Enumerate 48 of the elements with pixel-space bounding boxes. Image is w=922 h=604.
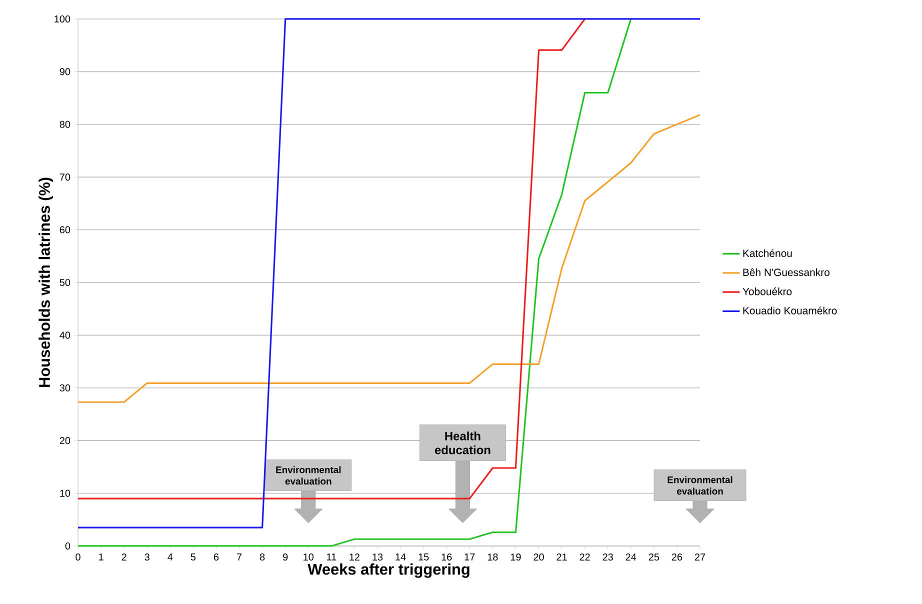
- x-tick-label: 6: [214, 554, 219, 561]
- x-tick-label: 27: [694, 554, 706, 560]
- legend-label: Yobouékro: [742, 287, 792, 296]
- x-tick-label: 11: [327, 554, 336, 560]
- x-tick-label: 0: [76, 554, 80, 561]
- x-tick-label: 17: [464, 554, 475, 560]
- x-tick-label: 1: [99, 554, 104, 560]
- legend-label: Bêh N'Guessankro: [743, 268, 830, 276]
- y-axis-title: Households with latrines (%): [38, 178, 54, 387]
- y-tick-label: 80: [60, 120, 70, 128]
- x-tick-label: 2: [122, 554, 126, 560]
- x-tick-label: 22: [580, 554, 590, 560]
- y-tick-label: 40: [60, 332, 70, 339]
- y-tick-label: 20: [60, 437, 70, 444]
- annotation: Health education: [434, 432, 490, 454]
- x-tick-label: 23: [602, 554, 613, 561]
- x-tick-label: 26: [672, 554, 682, 561]
- x-tick-label: 20: [534, 554, 544, 561]
- y-tick-label: 90: [60, 68, 70, 76]
- y-tick-label: 0: [65, 542, 70, 550]
- x-tick-label: 25: [648, 554, 660, 561]
- legend-label: Katchénou: [743, 249, 792, 258]
- x-tick-label: 13: [372, 554, 383, 561]
- x-tick-label: 8: [260, 554, 265, 561]
- x-tick-label: 3: [144, 554, 150, 561]
- annotation: Environmental evaluation: [276, 466, 341, 485]
- x-axis-title: Weeks after triggering: [308, 563, 470, 578]
- y-tick-label: 50: [60, 278, 70, 286]
- x-tick-label: 16: [442, 554, 452, 561]
- x-tick-label: 21: [556, 554, 567, 560]
- x-tick-label: 4: [168, 554, 173, 560]
- x-tick-label: 9: [283, 554, 288, 561]
- y-tick-label: 70: [60, 174, 70, 181]
- x-tick-label: 14: [396, 554, 406, 560]
- y-tick-label: 60: [60, 226, 70, 234]
- legend-label: Kouadio Kouamékro: [743, 306, 837, 314]
- x-tick-label: 10: [304, 554, 314, 561]
- x-tick-label: 7: [237, 554, 242, 560]
- y-tick-label: 10: [60, 490, 70, 497]
- y-tick-label: 30: [60, 384, 70, 392]
- annotation: Environmental evaluation: [668, 476, 732, 495]
- x-tick-label: 24: [626, 554, 636, 560]
- x-tick-label: 19: [510, 554, 521, 561]
- y-tick-label: 100: [54, 15, 70, 23]
- x-tick-label: 5: [190, 554, 196, 560]
- x-tick-label: 15: [418, 554, 429, 560]
- x-tick-label: 12: [350, 554, 360, 560]
- x-tick-label: 18: [488, 554, 498, 561]
